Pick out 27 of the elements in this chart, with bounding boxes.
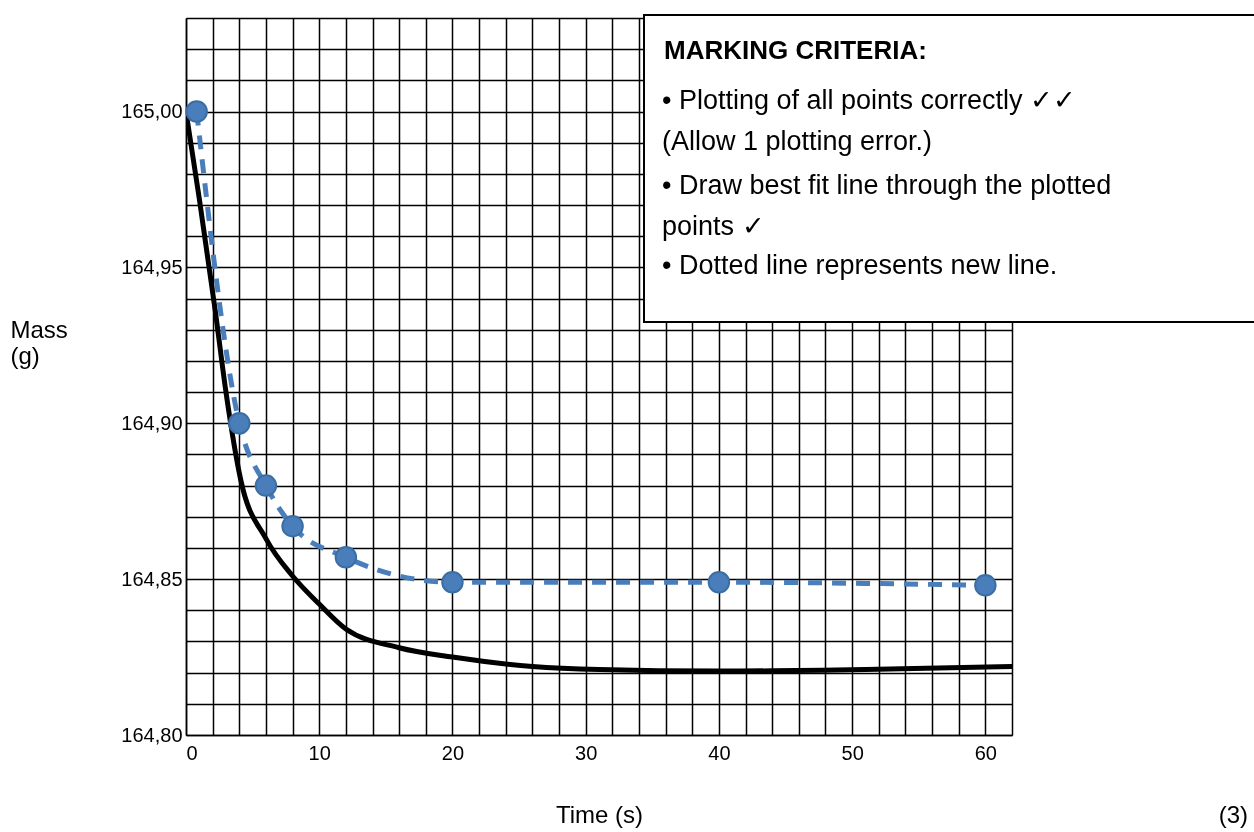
x-tick-label: 30	[575, 741, 598, 764]
annotation: • Plotting of all points correctly ✓✓ (Allow 1 plotting error.)	[662, 85, 1077, 156]
x-tick-label: 20	[441, 741, 465, 764]
y-axis-title: Mass (g)	[10, 315, 68, 369]
annotation: • Draw best fit line through the plotted points ✓	[662, 170, 1112, 241]
annotation: • Dotted line represents new line.	[662, 250, 1058, 280]
point	[707, 571, 731, 594]
text: (3)	[1218, 801, 1248, 828]
x-axis-title: Time (s)	[555, 800, 644, 828]
point	[281, 514, 304, 538]
x-tick-label: 0	[186, 741, 198, 764]
y-tick-label: 165,00	[121, 100, 183, 123]
y-tick-label: 164,95	[121, 255, 183, 278]
x-tick-label: 60	[974, 741, 997, 764]
x-tick-label: 50	[841, 741, 864, 764]
x-tick-label: 10	[308, 741, 331, 764]
point	[334, 546, 358, 569]
annotation: MARKING CRITERIA:	[664, 35, 927, 65]
point	[228, 412, 251, 435]
point	[974, 574, 997, 597]
y-tick-label: 164,90	[121, 411, 183, 434]
point	[254, 474, 278, 497]
x-tick-label: 40	[708, 741, 731, 764]
point	[185, 100, 208, 123]
y-tick-label: 164,80	[121, 723, 183, 746]
y-tick-label: 164,85	[121, 567, 183, 590]
point	[441, 571, 464, 594]
